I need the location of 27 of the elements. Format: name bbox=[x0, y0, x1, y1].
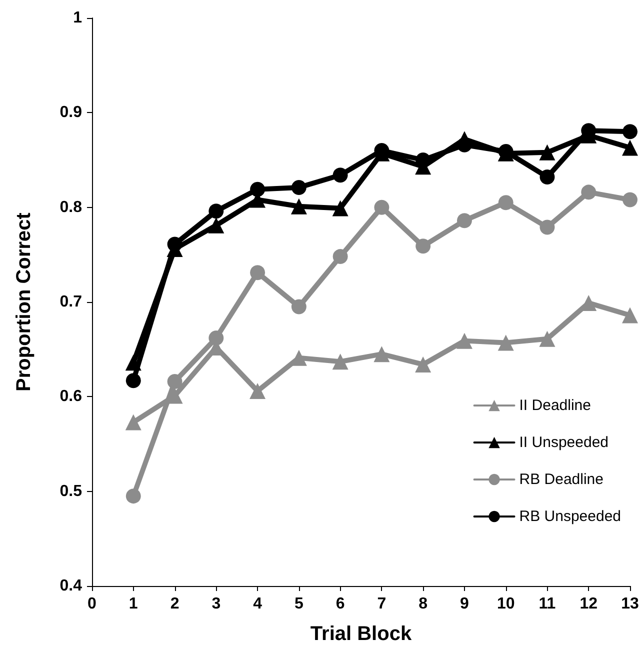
x-tick-label: 10 bbox=[496, 596, 515, 612]
x-tick-label: 7 bbox=[377, 596, 386, 612]
x-axis-title: Trial Block bbox=[310, 623, 412, 645]
legend-label: RB Deadline bbox=[519, 471, 604, 488]
y-axis-title: Proportion Correct bbox=[13, 212, 35, 392]
x-tick-label: 11 bbox=[538, 596, 556, 612]
y-tick-label: 0.5 bbox=[60, 482, 82, 500]
y-tick-label: 0.7 bbox=[60, 294, 82, 310]
x-tick-label: 4 bbox=[253, 596, 262, 612]
x-tick-label: 2 bbox=[170, 596, 180, 612]
y-tick-label: 1 bbox=[73, 10, 82, 26]
x-tick-label: 3 bbox=[212, 596, 221, 612]
x-tick-label: 12 bbox=[580, 596, 598, 612]
legend-label: II Unspeeded bbox=[519, 434, 608, 451]
x-tick-label: 8 bbox=[418, 596, 428, 612]
x-tick-label: 13 bbox=[621, 596, 639, 612]
y-tick-label: 0.6 bbox=[60, 388, 82, 406]
legend-label: II Deadline bbox=[519, 397, 591, 414]
x-tick-label: 1 bbox=[128, 596, 138, 612]
x-tick-label: 0 bbox=[88, 596, 97, 612]
x-tick-label: 9 bbox=[460, 596, 470, 612]
legend-label: RB Unspeeded bbox=[519, 508, 621, 525]
x-tick-label: 6 bbox=[336, 596, 345, 612]
y-tick-label: 0.8 bbox=[60, 198, 82, 216]
y-tick-label: 0.9 bbox=[60, 104, 82, 122]
y-tick-label: 0.4 bbox=[60, 578, 82, 594]
x-tick-label: 5 bbox=[294, 596, 304, 612]
